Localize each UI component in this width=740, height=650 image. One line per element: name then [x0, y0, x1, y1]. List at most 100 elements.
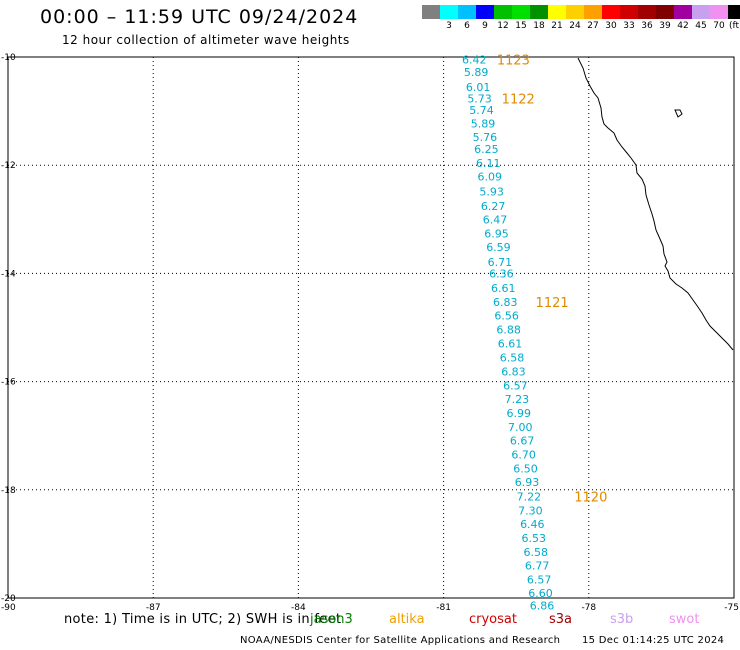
color-legend-labels: 3 6 9 12 15 18 21 24 27 30 33 36 39 42 45 70: [422, 21, 740, 33]
wave-height-label: 5.89: [464, 66, 489, 79]
legend-tick-label: 6: [464, 21, 470, 31]
pass-time-label: 1123: [497, 54, 530, 69]
note-text: note: 1) Time is in UTC; 2) SWH is in fe…: [64, 612, 342, 627]
legend-tick-label: 45: [695, 21, 707, 31]
wave-height-label: 6.86: [530, 600, 555, 613]
legend-swatch: [548, 5, 566, 19]
wave-height-label: 6.57: [527, 574, 552, 587]
legend-tick-label: 24: [569, 21, 581, 31]
lat-tick-label: -12: [1, 161, 16, 171]
legend-swatch: [422, 5, 440, 19]
satellite-legend-jason3: jason3: [310, 612, 353, 627]
wave-height-label: 6.27: [481, 200, 506, 213]
peru-coastline: [577, 57, 734, 351]
legend-swatch: [674, 5, 692, 19]
wave-height-label: 5.93: [479, 186, 504, 199]
wave-height-label: 6.47: [483, 213, 508, 226]
legend-tick-label: 15: [515, 21, 527, 31]
island-outline: [674, 109, 683, 118]
wave-height-label: 6.09: [477, 171, 502, 184]
lon-tick-label: -87: [146, 603, 161, 613]
wave-height-label: 6.57: [503, 379, 527, 392]
wave-height-label: 6.11: [476, 157, 501, 170]
wave-height-label: 7.00: [508, 421, 533, 434]
wave-height-label: 6.71: [488, 256, 513, 269]
lon-tick-label: -90: [1, 603, 16, 613]
pass-time-label: 1120: [574, 490, 607, 505]
wave-height-label: 6.77: [525, 560, 550, 573]
lat-tick-label: -14: [1, 269, 16, 279]
lat-tick-label: -18: [1, 486, 16, 496]
altimeter-track: 6.425.896.015.735.745.895.766.256.116.09…: [462, 54, 554, 613]
color-legend: [422, 5, 740, 19]
wave-height-label: 6.99: [507, 407, 532, 420]
legend-swatch: [494, 5, 512, 19]
lon-tick-label: -78: [581, 603, 596, 613]
legend-tick-label: 21: [551, 21, 563, 31]
wave-height-label: 6.25: [474, 143, 499, 156]
wave-height-label: 6.88: [496, 324, 520, 337]
lat-tick-label: -10: [1, 53, 16, 63]
legend-swatch: [458, 5, 476, 19]
wave-height-label: 6.58: [500, 351, 525, 364]
lat-tick-label: -16: [1, 378, 16, 388]
coastline: [577, 57, 734, 351]
map-subtitle: 12 hour collection of altimeter wave hei…: [62, 33, 350, 47]
legend-swatch: [566, 5, 584, 19]
wave-height-label: 5.73: [467, 93, 492, 106]
wave-height-label: 5.76: [473, 131, 498, 144]
wave-height-label: 6.70: [511, 449, 536, 462]
map-grid: -10 -12 -14 -16 -18 -20-90 -87 -84 -81 -78 -75: [1, 53, 739, 613]
legend-swatch: [710, 5, 728, 19]
legend-tick-label: 30: [605, 21, 617, 31]
lon-tick-label: -84: [291, 603, 306, 613]
wave-height-label: 5.74: [469, 104, 494, 117]
wave-height-label: 5.89: [471, 118, 496, 131]
legend-swatch: [638, 5, 656, 19]
legend-tick-label: 33: [623, 21, 635, 31]
legend-swatch: [656, 5, 674, 19]
lat-tick-label: -20: [1, 594, 16, 604]
legend-tick-label: 36: [641, 21, 653, 31]
wave-height-label: 6.95: [484, 227, 509, 240]
wave-height-label: 7.22: [517, 490, 542, 503]
wave-height-label: 6.58: [523, 546, 548, 559]
wave-height-label: 6.36: [489, 267, 514, 280]
pass-time-label: 1122: [502, 93, 535, 108]
pass-time-label: 1121: [536, 296, 569, 311]
note-row: note: 1) Time is in UTC; 2) SWH is in fe…: [0, 612, 740, 630]
legend-tick-label: 42: [677, 21, 689, 31]
wave-height-label: 6.93: [515, 476, 540, 489]
legend-tick-label: 27: [587, 21, 599, 31]
wave-height-label: 6.56: [494, 310, 519, 323]
wave-height-label: 6.42: [462, 54, 487, 67]
map-frame: [7, 56, 735, 599]
wave-height-label: 6.53: [522, 532, 547, 545]
wave-height-label: 6.61: [491, 282, 515, 295]
wave-height-label: 7.23: [505, 393, 529, 406]
wave-height-label: 6.83: [493, 296, 518, 309]
pass-time-labels: 1123 1122 1121 1120: [497, 54, 608, 506]
lon-tick-label: -75: [724, 603, 739, 613]
legend-swatch: [530, 5, 548, 19]
wave-height-label: 6.46: [520, 518, 545, 531]
legend-unit: (ft): [729, 21, 740, 31]
legend-tick-label: 70: [713, 21, 725, 31]
satellite-legend-s3b: s3b: [610, 612, 634, 627]
legend-swatch: [584, 5, 602, 19]
wave-height-label: 6.50: [513, 463, 538, 476]
legend-tick-label: 39: [659, 21, 671, 31]
wave-height-label: 6.01: [466, 81, 491, 94]
map-title: 00:00 – 11:59 UTC 09/24/2024: [40, 6, 359, 28]
wave-height-label: 6.83: [501, 365, 526, 378]
legend-tick-label: 9: [482, 21, 488, 31]
satellite-legend-cryosat: cryosat: [469, 612, 517, 627]
satellite-legend-altika: altika: [389, 612, 425, 627]
legend-tick-label: 18: [533, 21, 545, 31]
lon-tick-label: -81: [436, 603, 451, 613]
legend-swatch: [620, 5, 638, 19]
wave-height-label: 6.60: [528, 587, 553, 600]
legend-swatch: [476, 5, 494, 19]
legend-swatch: [602, 5, 620, 19]
